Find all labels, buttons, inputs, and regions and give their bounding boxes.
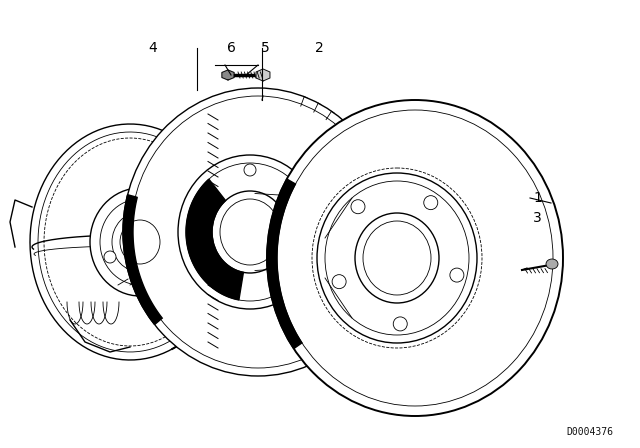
Ellipse shape: [317, 173, 477, 343]
Text: 4: 4: [148, 41, 157, 55]
Ellipse shape: [393, 317, 407, 331]
Text: 2: 2: [315, 41, 324, 55]
Polygon shape: [222, 70, 234, 80]
Polygon shape: [256, 69, 270, 81]
Ellipse shape: [123, 88, 393, 376]
FancyBboxPatch shape: [150, 198, 166, 212]
Text: 5: 5: [261, 41, 269, 55]
Polygon shape: [186, 179, 243, 300]
Ellipse shape: [30, 124, 230, 360]
Text: 3: 3: [533, 211, 541, 225]
Ellipse shape: [90, 188, 190, 296]
Text: 1: 1: [533, 191, 542, 205]
Ellipse shape: [424, 196, 438, 210]
Ellipse shape: [244, 164, 256, 176]
Ellipse shape: [178, 155, 322, 309]
Ellipse shape: [351, 200, 365, 214]
Ellipse shape: [189, 247, 202, 259]
Ellipse shape: [104, 251, 116, 263]
Ellipse shape: [212, 191, 288, 273]
Text: D0004376: D0004376: [566, 427, 614, 437]
Ellipse shape: [332, 275, 346, 289]
Ellipse shape: [546, 259, 558, 269]
Ellipse shape: [267, 100, 563, 416]
Ellipse shape: [112, 212, 168, 272]
Polygon shape: [123, 195, 163, 324]
Text: 6: 6: [227, 41, 236, 55]
FancyBboxPatch shape: [130, 190, 150, 206]
Ellipse shape: [450, 268, 464, 282]
Polygon shape: [267, 179, 302, 349]
Ellipse shape: [294, 257, 306, 269]
Ellipse shape: [355, 213, 439, 303]
